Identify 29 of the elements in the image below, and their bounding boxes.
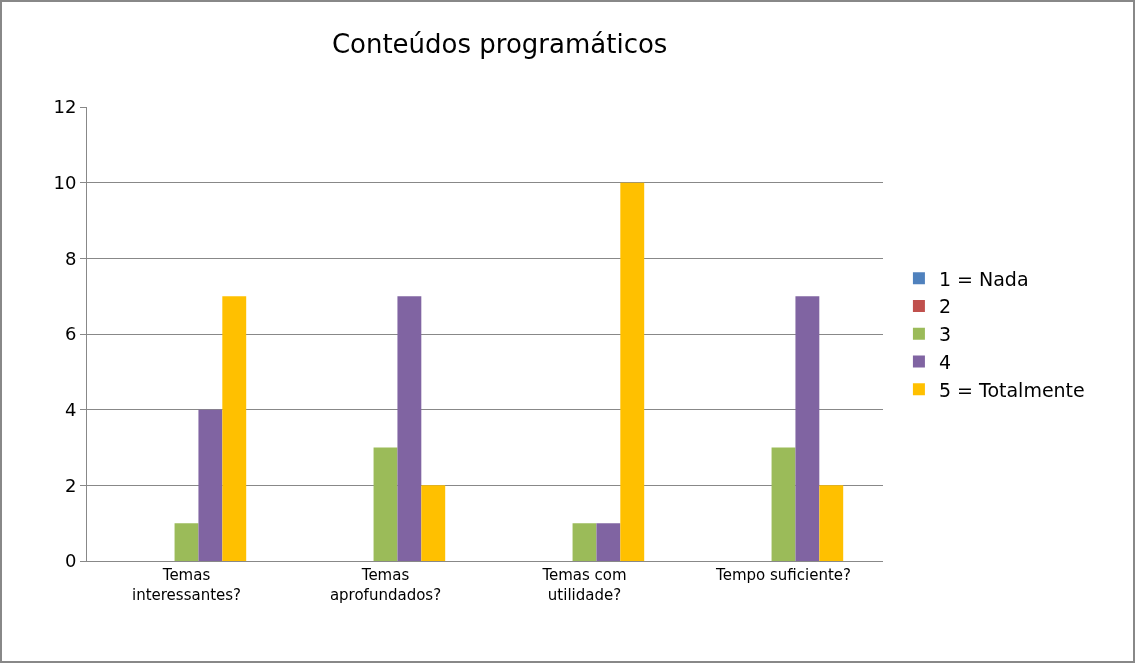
bar [222, 296, 247, 561]
legend-label: 5 = Totalmente [938, 378, 1085, 401]
bar [771, 447, 796, 561]
y-tick-label: 2 [64, 474, 77, 496]
y-tick-label: 6 [64, 323, 77, 345]
y-tick-label: 8 [64, 247, 77, 269]
bar [596, 523, 621, 561]
bar [819, 485, 844, 561]
x-tick-label: Temas aprofundados? [329, 566, 442, 604]
y-tick-label: 10 [53, 171, 77, 193]
x-tick-label: Temas com utilidade? [541, 566, 627, 604]
bar [620, 182, 645, 561]
legend-label: 3 [938, 323, 952, 346]
bar [421, 485, 446, 561]
y-tick-label: 0 [64, 550, 77, 572]
bar [572, 523, 597, 561]
chart-title: Conteúdos programáticos [331, 29, 668, 60]
bar [397, 296, 422, 561]
bar [174, 523, 199, 561]
legend-label: 4 [938, 350, 952, 373]
x-tick-label: Tempo suficiente? [715, 566, 851, 584]
bar [373, 447, 398, 561]
bar [198, 409, 223, 561]
y-tick-label: 12 [53, 96, 77, 118]
bar [795, 296, 820, 561]
legend-label: 2 [938, 295, 952, 318]
legend-label: 1 = Nada [938, 267, 1029, 290]
y-tick-label: 4 [64, 398, 77, 420]
x-tick-label: Temas interessantes? [131, 566, 242, 604]
